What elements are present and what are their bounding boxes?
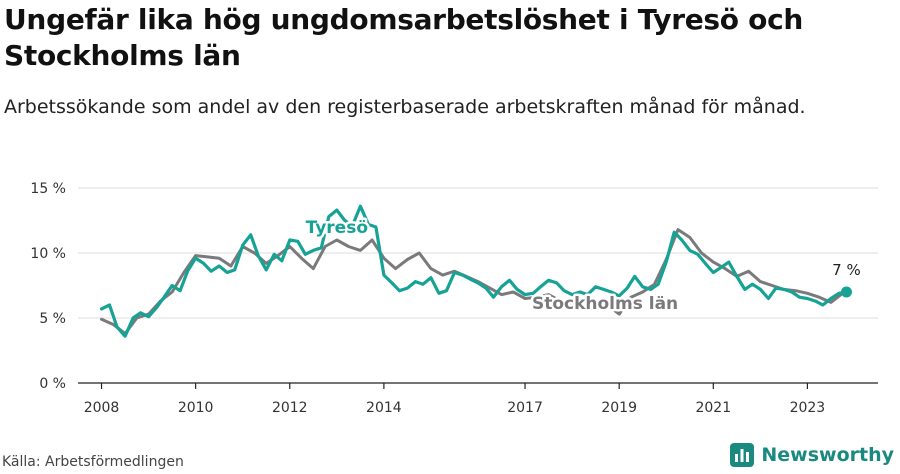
x-tick-label: 2023 [790,400,826,416]
end-point-tyreso [840,286,852,298]
y-tick-label: 10 % [30,246,66,262]
gridlines [78,187,878,384]
series-label-tyreso: Tyresö [306,218,368,238]
newsworthy-logo[interactable]: Newsworthy [730,441,894,469]
series-label-stockholm-halo: Stockholms län [532,294,678,314]
x-axis: 2008 2010 2012 2014 2017 2019 2021 2023 [78,382,878,416]
series-line-tyreso [99,204,849,338]
x-tick-label: 2008 [84,400,120,416]
x-tick-label: 2019 [601,400,637,416]
x-tick-label: 2017 [507,400,543,416]
series-lines [99,204,849,338]
x-tick-label: 2014 [366,400,402,416]
chart-subtitle: Arbetssökande som andel av den registerb… [4,96,806,118]
x-tick-label: 2010 [178,400,214,416]
y-axis-ticks: 0 % 5 % 10 % 15 % [30,181,66,392]
x-tick-label: 2012 [272,400,308,416]
y-tick-label: 15 % [30,181,66,197]
series-label-tyreso-halo: Tyresö [306,218,368,238]
source-note: Källa: Arbetsförmedlingen [2,454,184,470]
x-tick-label: 2021 [695,400,731,416]
brand-name: Newsworthy [761,444,894,466]
series-label-stockholm: Stockholms län [532,294,678,314]
bar-chart-icon [730,443,755,467]
y-tick-label: 5 % [39,311,66,327]
chart-title: Ungefär lika hög ungdomsarbetslöshet i T… [4,3,804,72]
y-tick-label: 0 % [39,376,66,392]
end-value-label: 7 % [832,261,861,279]
